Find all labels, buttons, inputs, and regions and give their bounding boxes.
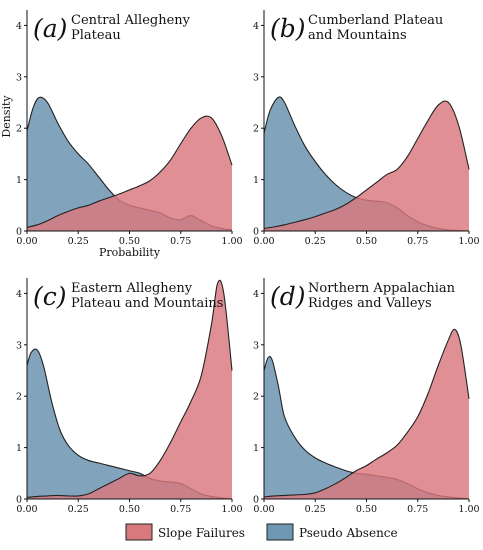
density-area-slope-failures	[27, 280, 232, 499]
panel-letter: (d)	[270, 282, 306, 311]
legend: Slope Failures Pseudo Absence	[125, 523, 398, 541]
y-tick-label: 3	[253, 72, 259, 83]
x-tick-label: 1.00	[221, 236, 242, 247]
density-area-pseudo-absence	[27, 97, 232, 231]
x-tick-label: 0.50	[119, 236, 140, 247]
y-tick-label: 2	[16, 124, 22, 135]
y-tick-label: 0	[253, 227, 259, 238]
chart-panel-a: 0 1 2 3 4 0.00 0.25 0.50 0.75 1.00 (a) Central Alle…	[0, 10, 243, 259]
x-tick-label: 0.25	[305, 236, 326, 247]
x-tick-label: 0.25	[68, 236, 89, 247]
x-tick-label: 0.50	[356, 504, 377, 515]
panel-title-line: and Mountains	[308, 28, 407, 43]
legend-swatch-pseudo-absence	[266, 523, 294, 541]
x-tick-label: 0.00	[16, 504, 37, 515]
y-tick-label: 2	[253, 392, 259, 403]
density-line-slope-failures	[26, 279, 233, 499]
x-tick-label: 0.25	[305, 504, 326, 515]
y-tick-label: 3	[16, 72, 22, 83]
chart-panel-d: 0 1 2 3 4 0.00 0.25 0.50 0.75 1.00 (d) Northern App…	[253, 278, 480, 515]
density-area-pseudo-absence	[264, 96, 469, 231]
x-tick-label: 0.25	[68, 504, 89, 515]
x-tick-label: 0.75	[407, 504, 428, 515]
y-tick-label: 2	[253, 124, 259, 135]
chart-panel-b: 0 1 2 3 4 0.00 0.25 0.50 0.75 1.00 (b) Cumberland P…	[253, 10, 480, 247]
chart-panel-c: 0 1 2 3 4 0.00 0.25 0.50 0.75 1.00 (c) Eastern Alle…	[16, 278, 243, 515]
y-tick-label: 3	[253, 340, 259, 351]
x-tick-label: 0.75	[170, 236, 191, 247]
density-area-slope-failures	[264, 329, 469, 499]
y-tick-label: 4	[253, 289, 259, 300]
y-tick-label: 4	[253, 21, 259, 32]
x-tick-label: 0.75	[407, 236, 428, 247]
y-axis-label: Density	[0, 95, 13, 138]
x-tick-label: 1.00	[458, 236, 479, 247]
panel-title-line: Northern Appalachian	[308, 281, 456, 296]
x-tick-label: 1.00	[221, 504, 242, 515]
density-area-pseudo-absence	[27, 349, 232, 499]
density-line-slope-failures	[26, 115, 233, 228]
y-tick-label: 1	[16, 175, 22, 186]
y-tick-label: 1	[16, 443, 22, 454]
x-axis-label: Probability	[99, 246, 161, 259]
y-tick-label: 4	[16, 21, 22, 32]
x-tick-label: 0.00	[16, 236, 37, 247]
legend-label-pseudo-absence: Pseudo Absence	[299, 526, 398, 540]
y-tick-label: 4	[16, 289, 22, 300]
x-tick-label: 1.00	[458, 504, 479, 515]
panel-title-line: Plateau	[71, 28, 121, 43]
panel-letter: (b)	[270, 14, 306, 43]
legend-label-slope-failures: Slope Failures	[158, 526, 245, 540]
panel-letter: (c)	[33, 282, 67, 311]
panel-title-line: Ridges and Valleys	[308, 296, 432, 311]
density-area-slope-failures	[27, 116, 232, 231]
panel-title-line: Eastern Allegheny	[71, 281, 193, 296]
y-tick-label: 0	[16, 227, 22, 238]
x-tick-label: 0.00	[253, 504, 274, 515]
density-area-slope-failures	[264, 100, 469, 231]
panel-letter: (a)	[33, 14, 67, 43]
x-tick-label: 0.75	[170, 504, 191, 515]
y-tick-label: 0	[253, 495, 259, 506]
y-tick-label: 2	[16, 392, 22, 403]
panels: 0 1 2 3 4 0.00 0.25 0.50 0.75 1.00 (a) Central Alle…	[0, 10, 480, 515]
x-tick-label: 0.00	[253, 236, 274, 247]
x-tick-label: 0.50	[356, 236, 377, 247]
y-tick-label: 1	[253, 443, 259, 454]
panel-title-line: Plateau and Mountains	[71, 296, 223, 311]
y-tick-label: 1	[253, 175, 259, 186]
density-line-slope-failures	[263, 100, 470, 229]
panel-title-line: Cumberland Plateau	[308, 13, 443, 28]
panel-title-line: Central Allegheny	[71, 13, 191, 28]
density-line-slope-failures	[263, 328, 470, 498]
x-tick-label: 0.50	[119, 504, 140, 515]
density-area-pseudo-absence	[264, 356, 469, 499]
y-tick-label: 0	[16, 495, 22, 506]
y-tick-label: 3	[16, 340, 22, 351]
legend-swatch-slope-failures	[125, 523, 153, 541]
